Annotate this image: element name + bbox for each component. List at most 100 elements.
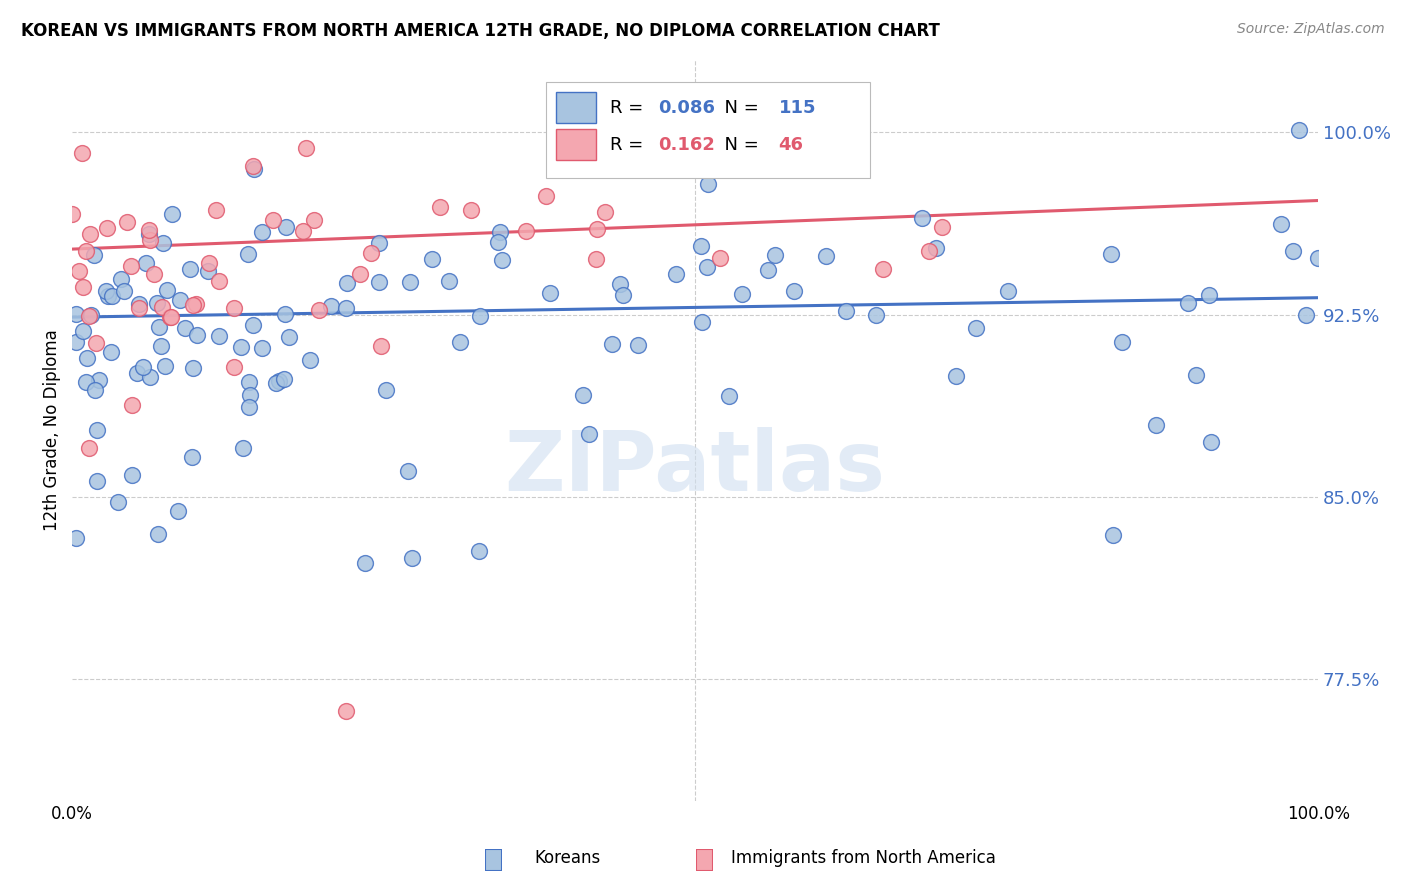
Point [242, 159, 264, 173]
Point [368, 275, 391, 289]
Point [87, 373, 110, 387]
Point [75, 244, 97, 259]
Point [250, 225, 273, 239]
Point [665, 267, 688, 281]
Point [135, 256, 157, 270]
Point [538, 285, 561, 300]
Point [515, 224, 537, 238]
Point [79, 227, 101, 241]
Text: Koreans: Koreans [534, 849, 600, 867]
Point [127, 366, 149, 380]
Point [437, 275, 460, 289]
Text: 46: 46 [779, 136, 804, 153]
Point [208, 274, 231, 288]
Point [368, 236, 391, 251]
Point [179, 262, 201, 277]
Point [335, 301, 357, 315]
Point [160, 206, 183, 220]
Point [153, 359, 176, 373]
Point [1144, 417, 1167, 432]
Point [184, 296, 207, 310]
Point [910, 211, 932, 225]
Point [273, 371, 295, 385]
Point [222, 301, 245, 315]
Point [100, 345, 122, 359]
Point [65, 307, 87, 321]
Point [238, 247, 260, 261]
Point [1270, 217, 1292, 231]
Point [925, 241, 948, 255]
Point [918, 244, 941, 258]
Point [709, 251, 731, 265]
Point [276, 219, 298, 234]
Point [609, 277, 631, 291]
Point [181, 298, 204, 312]
Point [267, 374, 290, 388]
Point [79, 309, 101, 323]
Point [173, 321, 195, 335]
Point [1201, 434, 1223, 449]
Point [585, 252, 607, 267]
Point [128, 297, 150, 311]
Point [262, 212, 284, 227]
Point [139, 369, 162, 384]
Point [238, 375, 260, 389]
Point [593, 204, 616, 219]
Point [398, 275, 420, 289]
Point [243, 162, 266, 177]
Point [148, 320, 170, 334]
Point [138, 223, 160, 237]
Point [491, 252, 513, 267]
Point [97, 289, 120, 303]
Point [302, 213, 325, 227]
Text: R =: R = [610, 99, 650, 117]
Point [783, 285, 806, 299]
Point [931, 219, 953, 234]
Point [72, 280, 94, 294]
Point [1177, 296, 1199, 310]
Point [572, 388, 595, 402]
Point [84, 335, 107, 350]
Point [534, 189, 557, 203]
Bar [555, 129, 596, 161]
Point [181, 360, 204, 375]
Point [72, 324, 94, 338]
FancyBboxPatch shape [546, 82, 870, 178]
Point [763, 248, 786, 262]
Point [180, 450, 202, 464]
Point [291, 224, 314, 238]
Point [80, 308, 103, 322]
Point [486, 235, 509, 249]
Point [150, 339, 173, 353]
Point [295, 141, 318, 155]
Point [239, 388, 262, 402]
Point [872, 262, 894, 277]
Point [197, 264, 219, 278]
Point [815, 249, 838, 263]
Text: KOREAN VS IMMIGRANTS FROM NORTH AMERICA 12TH GRADE, NO DIPLOMA CORRELATION CHART: KOREAN VS IMMIGRANTS FROM NORTH AMERICA … [21, 22, 941, 40]
Point [65, 531, 87, 545]
Point [1282, 244, 1305, 258]
Point [997, 284, 1019, 298]
Point [374, 384, 396, 398]
Point [94, 284, 117, 298]
Point [198, 256, 221, 270]
Point [160, 310, 183, 324]
Point [945, 368, 967, 383]
Point [112, 284, 135, 298]
Point [360, 246, 382, 260]
Point [121, 467, 143, 482]
Point [468, 309, 491, 323]
Text: N =: N = [713, 136, 763, 153]
Point [354, 557, 377, 571]
Point [460, 202, 482, 217]
Point [232, 442, 254, 456]
Point [718, 389, 741, 403]
Point [76, 351, 98, 366]
Point [336, 277, 359, 291]
Point [600, 337, 623, 351]
Point [401, 550, 423, 565]
Point [690, 239, 713, 253]
Point [208, 329, 231, 343]
Point [308, 303, 330, 318]
